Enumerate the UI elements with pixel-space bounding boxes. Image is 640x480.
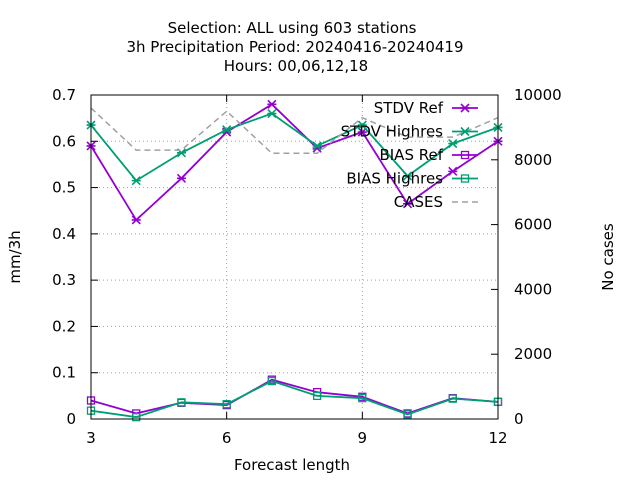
y-tick-label: 0.3 xyxy=(52,271,76,289)
legend-label-0: STDV Ref xyxy=(374,99,444,117)
data-point-1 xyxy=(222,125,232,135)
x-tick-label: 12 xyxy=(488,429,507,447)
y2-tick-label: 4000 xyxy=(514,280,552,298)
legend-label-2: BIAS Ref xyxy=(379,146,443,164)
x-tick-label: 3 xyxy=(86,429,96,447)
grid-lines xyxy=(91,95,498,419)
series-line-2 xyxy=(90,378,499,415)
legend-label-1: STDV Highres xyxy=(341,123,444,141)
legend-label-4: CASES xyxy=(394,193,443,211)
legend-marker-0 xyxy=(460,103,470,113)
y-tick-label: 0.6 xyxy=(52,132,76,150)
chart-title-line-3: Hours: 00,06,12,18 xyxy=(224,57,368,75)
y-tick-label: 0.1 xyxy=(52,364,76,382)
series-line-0 xyxy=(90,103,499,222)
series-line-3 xyxy=(90,380,499,419)
y-tick-label: 0.2 xyxy=(52,317,76,335)
plot-frame xyxy=(90,94,499,420)
series-line-4 xyxy=(90,107,499,155)
data-point-1 xyxy=(312,141,322,151)
data-point-0 xyxy=(131,215,141,225)
data-point-3 xyxy=(267,376,277,386)
data-point-0 xyxy=(267,99,277,109)
data-point-1 xyxy=(448,139,458,149)
x-axis-label: Forecast length xyxy=(234,456,350,474)
data-point-1 xyxy=(402,171,413,181)
y2-tick-label: 6000 xyxy=(514,216,552,234)
y2-tick-label: 2000 xyxy=(514,345,552,363)
series-line-1 xyxy=(90,112,499,182)
y-axis-label: mm/3h xyxy=(6,230,24,283)
chart-title-line-1: Selection: ALL using 603 stations xyxy=(168,19,417,37)
data-point-0 xyxy=(176,173,187,183)
legend-label-3: BIAS Highres xyxy=(346,170,443,188)
data-point-3 xyxy=(222,400,231,409)
y-tick-label: 0 xyxy=(66,410,76,428)
y-tick-label: 0.5 xyxy=(52,179,76,197)
data-point-1 xyxy=(357,120,367,130)
data-point-3 xyxy=(403,410,412,419)
data-point-3 xyxy=(177,398,186,407)
axes: 3 6 9 12 0 0.1 0.2 0.3 0.4 0.5 0.6 0.7 0 2000 4000 6000… xyxy=(52,86,562,447)
chart-title-line-2: 3h Precipitation Period: 20240416-202404… xyxy=(126,38,463,56)
y2-tick-label: 0 xyxy=(514,410,524,428)
y-tick-label: 0.4 xyxy=(52,225,76,243)
data-point-1 xyxy=(267,108,277,119)
legend-marker-1 xyxy=(460,126,470,137)
legend-marker-3 xyxy=(460,174,470,183)
data-point-0 xyxy=(448,166,458,176)
x-tick-label: 6 xyxy=(222,429,232,447)
data-point-0 xyxy=(402,199,413,209)
legend: STDV Ref STDV Highres BIAS Ref BIAS Highres… xyxy=(341,99,478,211)
y2-tick-label: 8000 xyxy=(514,151,552,169)
series-layer xyxy=(86,99,503,422)
y2-axis-label: No cases xyxy=(599,223,617,291)
y2-tick-label: 10000 xyxy=(514,86,562,104)
data-point-3 xyxy=(132,412,141,422)
x-tick-label: 9 xyxy=(358,429,368,447)
data-point-3 xyxy=(358,394,367,403)
data-point-3 xyxy=(312,391,322,401)
y-tick-label: 0.7 xyxy=(52,86,76,104)
data-point-1 xyxy=(131,176,141,186)
legend-marker-2 xyxy=(460,150,470,160)
data-point-3 xyxy=(448,394,457,403)
